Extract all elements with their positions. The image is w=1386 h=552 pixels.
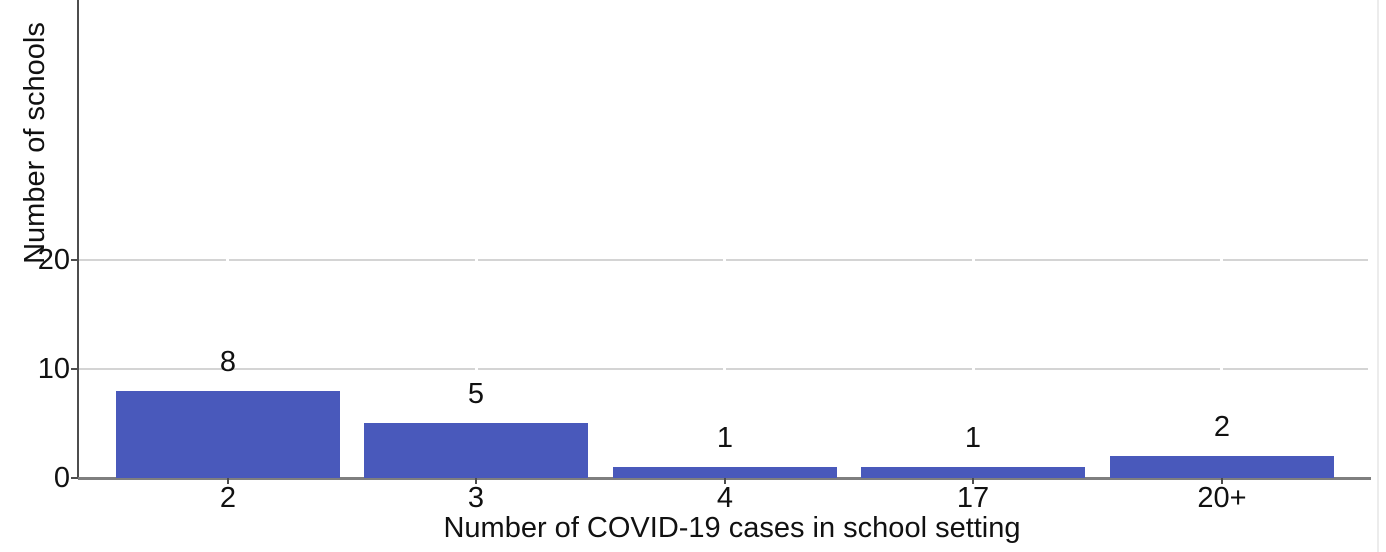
bar xyxy=(861,467,1085,478)
x-tick-label: 20+ xyxy=(1197,482,1247,514)
gridline-gap xyxy=(475,368,478,370)
x-axis-tick xyxy=(475,478,477,484)
x-axis-tick xyxy=(972,478,974,484)
bar xyxy=(116,391,340,478)
bar-value-label: 1 xyxy=(964,422,982,454)
gridline-gap xyxy=(226,259,229,261)
y-tick-label: 0 xyxy=(53,462,70,494)
x-tick-label: 4 xyxy=(716,482,734,514)
x-axis-tick xyxy=(724,478,726,484)
bar xyxy=(613,467,837,478)
bar-value-label: 2 xyxy=(1213,411,1231,443)
gridline-gap xyxy=(1220,259,1223,261)
y-tick-label: 20 xyxy=(37,244,70,276)
gridline-gap xyxy=(723,368,726,370)
bar-value-label: 8 xyxy=(219,346,237,378)
y-tick-label: 10 xyxy=(37,353,70,385)
y-axis-tick xyxy=(71,477,78,479)
bar-value-label: 1 xyxy=(716,422,734,454)
gridline-gap xyxy=(1220,368,1223,370)
x-tick-label: 2 xyxy=(219,482,237,514)
bar xyxy=(1110,456,1334,478)
x-axis-tick xyxy=(227,478,229,484)
gridline-gap xyxy=(972,368,975,370)
gridline-gap xyxy=(972,259,975,261)
gridline-gap xyxy=(475,259,478,261)
bar-value-label: 5 xyxy=(467,378,485,410)
panel-right-border xyxy=(1377,0,1379,552)
gridline-gap xyxy=(723,259,726,261)
x-tick-label: 3 xyxy=(467,482,485,514)
y-axis-line xyxy=(77,0,79,478)
x-tick-label: 17 xyxy=(956,482,990,514)
bar xyxy=(364,423,588,478)
x-axis-tick xyxy=(1221,478,1223,484)
y-axis-tick xyxy=(71,368,78,370)
gridline-gap xyxy=(226,368,229,370)
x-axis-title: Number of COVID-19 cases in school setti… xyxy=(443,512,1021,544)
y-axis-tick xyxy=(71,259,78,261)
